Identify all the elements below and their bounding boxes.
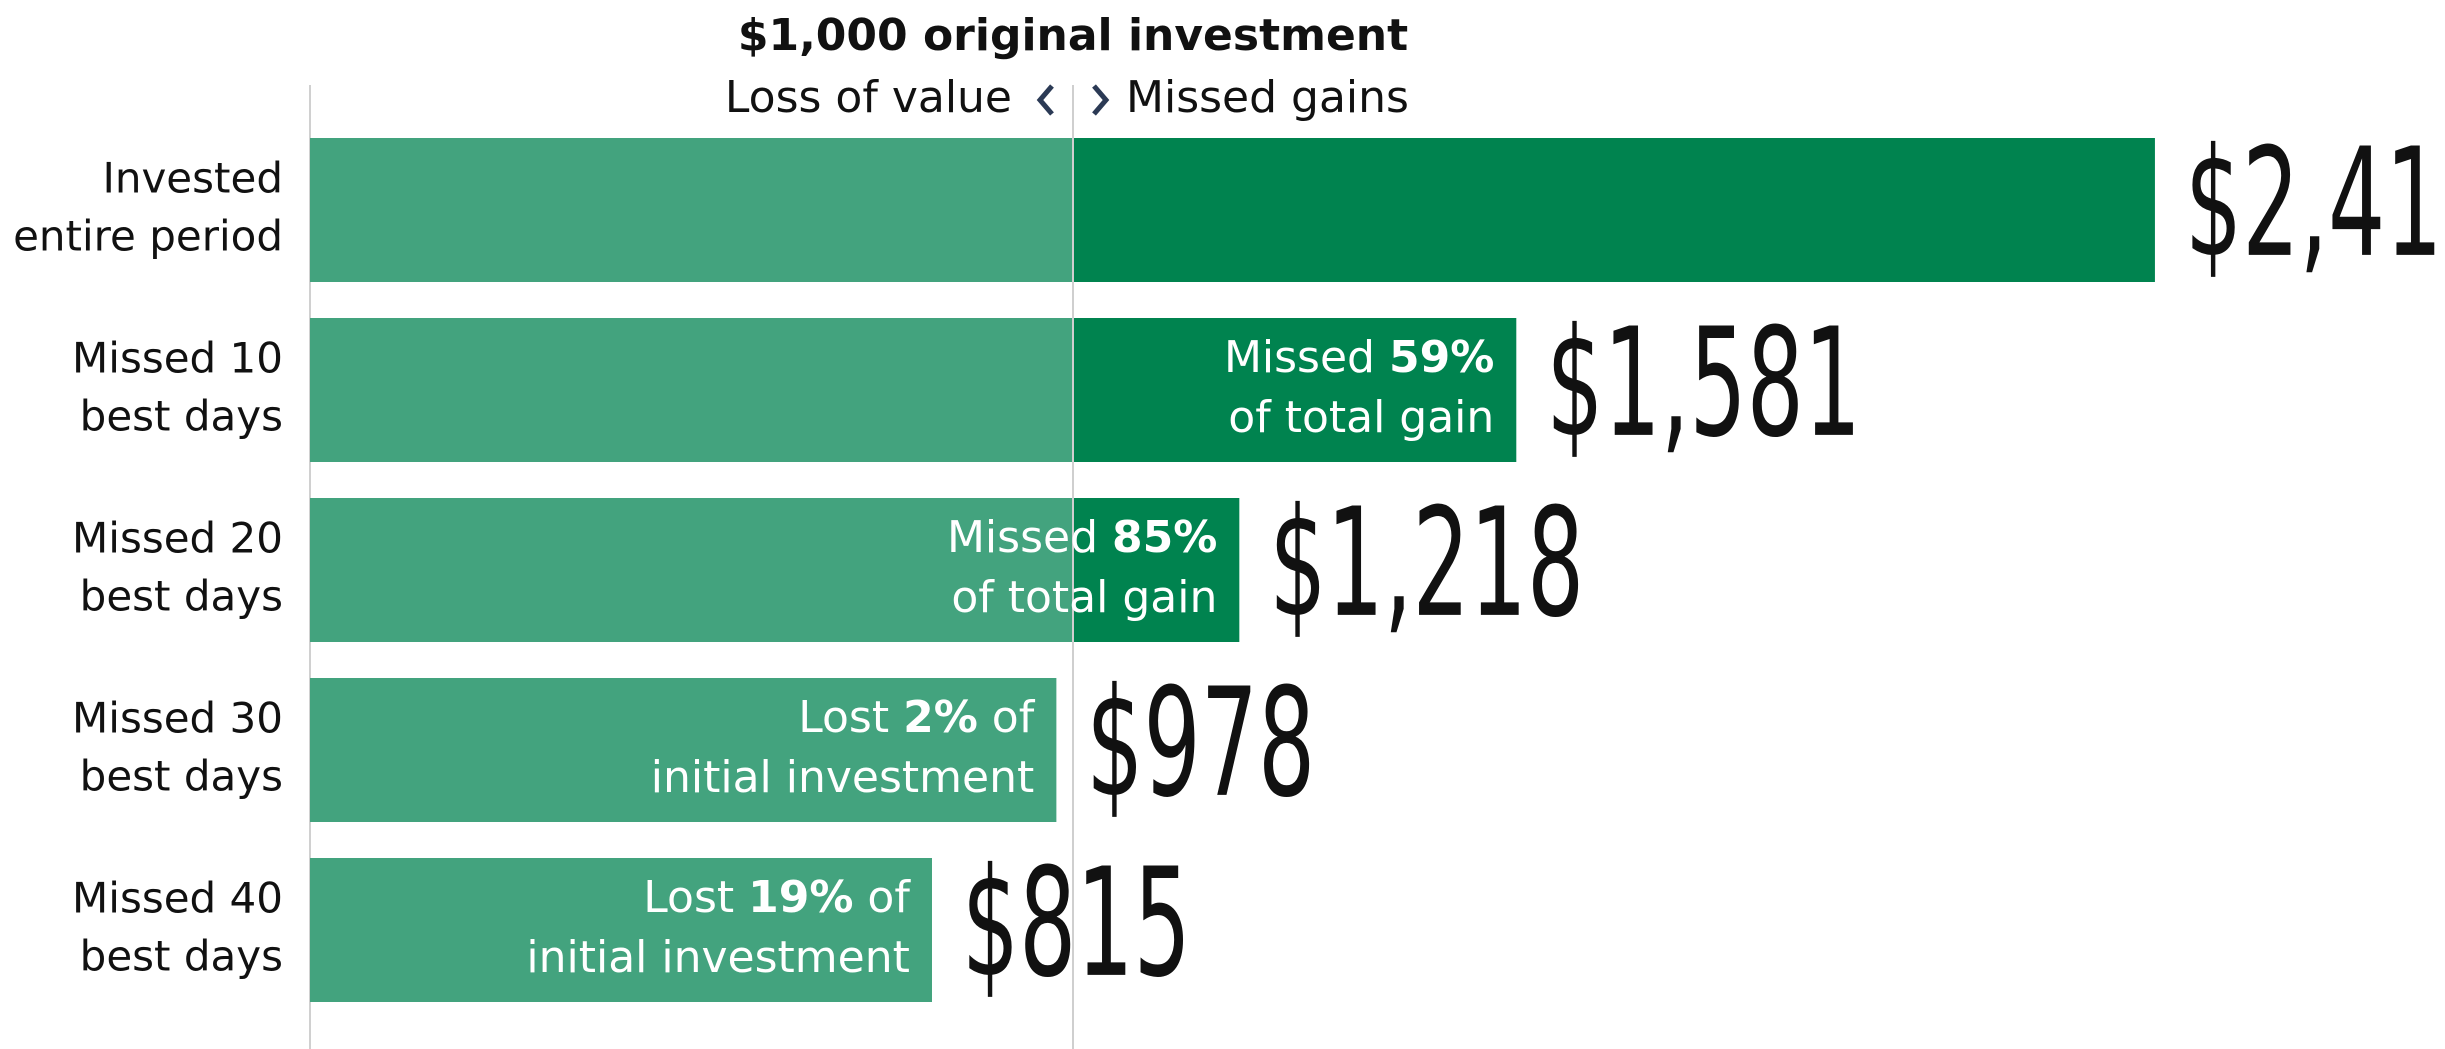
bar-loss-part [310,498,1073,642]
category-label: best days [80,572,283,621]
annotation: initial investment [651,752,1034,803]
annotation: Missed 59% [1224,332,1494,383]
annotation: of total gain [951,572,1217,623]
annotation: Lost 19% of [643,872,911,923]
bar-loss-part [310,678,1057,822]
annotation: initial investment [526,932,909,983]
annotation-part: 85% [1112,512,1217,563]
annotation-part: of total gain [951,572,1217,623]
bar-loss-part [310,138,1073,282]
right-label: Missed gains [1126,72,1409,123]
value-label: $978 [1086,657,1315,832]
chevron-left [1036,84,1054,116]
bar-loss-part [310,318,1073,462]
annotation-part: Lost [798,692,903,743]
bars [310,138,2155,1002]
value-label: $1,581 [1546,297,1861,472]
bar-loss-part [310,858,932,1002]
category-label: best days [80,392,283,441]
chart-title: $1,000 original investment [738,10,1408,61]
annotation-part: 59% [1389,332,1494,383]
annotation-part: initial investment [651,752,1034,803]
category-label: Missed 40 [72,874,283,923]
value-label-group: $815 [962,837,1191,1012]
value-label: $2,418 [2185,117,2445,292]
chevron-right [1092,84,1110,116]
value-label-group: $1,581 [1546,297,1861,472]
annotation-part: initial investment [526,932,909,983]
category-label: Missed 10 [72,334,283,383]
value-label-group: $978 [1086,657,1315,832]
annotation-part: Missed [1224,332,1389,383]
annotation-part: Lost [643,872,748,923]
value-label: $1,218 [1269,477,1584,652]
left-label: Loss of value [725,72,1012,123]
annotation-part: 19% [748,872,853,923]
category-label: entire period [13,212,283,261]
annotation-part: of [978,692,1036,743]
annotation-part: Missed [947,512,1112,563]
value-label-group: $2,418 [2185,117,2445,292]
annotation: of total gain [1228,392,1494,443]
category-label: Missed 20 [72,514,283,563]
value-label-group: $1,218 [1269,477,1584,652]
annotation-part: of total gain [1228,392,1494,443]
category-label: Missed 30 [72,694,283,743]
value-label: $815 [962,837,1191,1012]
annotation: Missed 85% [947,512,1217,563]
labels: Invested entire period $2,418 Missed 10 best… [13,117,2445,1012]
annotation-part: of [853,872,911,923]
category-label: Invested [102,154,283,203]
annotation: Lost 2% of [798,692,1035,743]
category-label: best days [80,752,283,801]
annotation-part: 2% [903,692,978,743]
category-label: best days [80,932,283,981]
